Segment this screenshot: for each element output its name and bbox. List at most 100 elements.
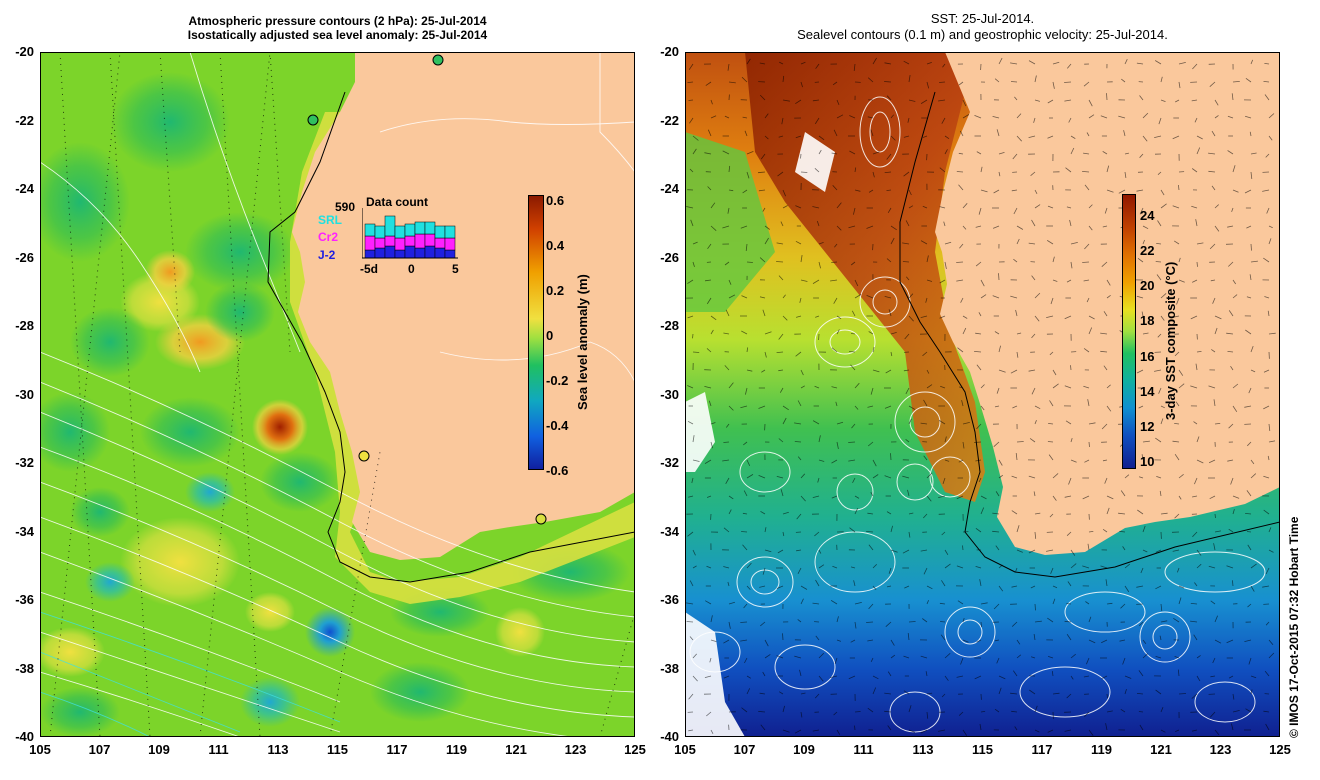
velocity-arrow [1016,351,1019,358]
velocity-arrow [872,687,877,695]
velocity-arrow [1010,81,1018,83]
velocity-arrow [742,544,748,551]
velocity-arrow [782,315,788,321]
velocity-arrow [908,705,912,713]
velocity-arrow [1196,675,1201,682]
velocity-arrow [938,495,946,498]
velocity-arrow [1087,543,1090,551]
velocity-arrow [759,94,766,101]
velocity-arrow [687,315,694,319]
velocity-arrow [939,602,946,605]
velocity-arrow [866,531,874,533]
velocity-arrow [710,615,713,623]
velocity-arrow [1160,315,1165,321]
velocity-arrow [885,621,892,627]
velocity-arrow [831,152,838,155]
lon-tick-left: 123 [564,742,587,757]
velocity-arrow [1268,639,1274,646]
velocity-arrow [757,171,766,174]
velocity-arrow [980,602,988,605]
velocity-arrow [1016,225,1024,230]
velocity-arrow [1052,383,1059,389]
velocity-arrow [1247,441,1252,447]
velocity-arrow [1178,369,1184,376]
velocity-arrow [852,477,856,483]
velocity-arrow [1070,459,1077,463]
velocity-arrow [884,81,892,83]
velocity-arrow [764,135,769,140]
velocity-arrow [975,566,982,569]
velocity-arrow [908,405,916,410]
velocity-arrow [722,225,730,229]
velocity-arrow [867,77,874,83]
velocity-arrow [1070,365,1072,371]
velocity-arrow [944,261,947,269]
velocity-arrow [939,81,946,83]
velocity-arrow [723,441,730,443]
velocity-arrow [692,459,700,462]
velocity-arrow [908,729,916,733]
velocity-arrow [1011,510,1018,515]
velocity-arrow [812,729,820,732]
velocity-arrow [922,205,928,209]
velocity-arrow [1052,692,1060,695]
velocity-arrow [867,707,874,713]
velocity-arrow [1208,385,1216,389]
velocity-arrow [722,459,730,462]
velocity-arrow [1263,81,1270,83]
velocity-arrow [980,279,985,287]
velocity-arrow [1142,653,1148,659]
velocity-arrow [887,207,892,214]
velocity-arrow [958,81,964,86]
lon-tick-right: 113 [912,742,934,757]
velocity-arrow [1208,170,1216,173]
velocity-arrow [818,459,825,462]
velocity-arrow [1155,261,1162,263]
velocity-arrow [1172,315,1180,318]
velocity-arrow [743,441,748,446]
lat-tick-left: -26 [15,249,34,265]
colorbar-tick-label: 0.2 [546,283,565,298]
velocity-arrow [975,332,982,335]
velocity-arrow [1174,453,1180,461]
left-land [292,52,635,560]
velocity-arrow [1066,206,1072,209]
velocity-arrow [1070,135,1076,139]
velocity-arrow [710,422,716,425]
velocity-arrow [962,729,968,736]
velocity-arrow [1250,59,1254,65]
velocity-arrow [1227,225,1234,228]
velocity-arrow [941,531,946,536]
velocity-arrow [831,495,838,499]
velocity-arrow [1250,152,1257,155]
lat-tick-left: -20 [15,44,34,59]
velocity-arrow [998,171,1001,177]
velocity-arrow [1101,423,1108,430]
velocity-arrow [800,81,803,88]
velocity-arrow [854,495,860,499]
velocity-arrow [926,495,932,502]
velocity-arrow [836,99,840,106]
velocity-arrow [1100,565,1108,569]
velocity-arrow [687,531,694,537]
velocity-arrow [1192,279,1198,283]
velocity-arrow [902,242,910,245]
lon-tick-right: 117 [1031,742,1053,757]
left-map[interactable] [40,52,635,737]
velocity-arrow [830,600,838,605]
velocity-arrow [1250,675,1257,679]
right-map[interactable] [685,52,1280,737]
velocity-arrow [867,116,874,119]
velocity-arrow [1034,512,1041,515]
velocity-arrow [996,129,1000,137]
velocity-arrow [854,294,862,299]
data-count-histogram [362,208,458,259]
velocity-arrow [956,565,964,569]
velocity-arrow [1122,657,1126,665]
velocity-arrow [1157,220,1162,227]
velocity-arrow [854,167,857,173]
velocity-arrow [782,294,786,299]
velocity-arrow [1084,243,1090,250]
velocity-arrow [998,345,1001,353]
velocity-arrow [1231,723,1234,731]
